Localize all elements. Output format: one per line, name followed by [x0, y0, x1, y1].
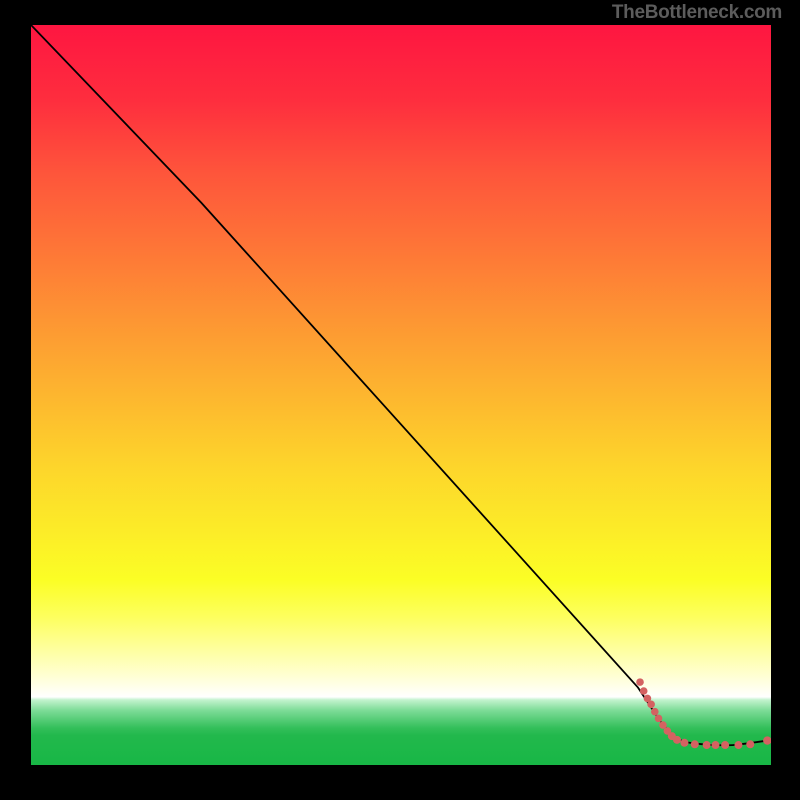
- gradient-background: [31, 25, 771, 765]
- data-marker: [703, 741, 711, 749]
- data-marker: [647, 701, 655, 709]
- data-marker: [673, 736, 681, 744]
- data-marker: [746, 740, 754, 748]
- data-marker: [691, 740, 699, 748]
- data-marker: [734, 741, 742, 749]
- data-marker: [680, 739, 688, 747]
- bottleneck-chart: [31, 25, 771, 765]
- data-marker: [651, 708, 659, 716]
- data-marker: [636, 678, 644, 686]
- data-marker: [712, 741, 720, 749]
- data-marker: [640, 687, 648, 695]
- data-marker: [721, 741, 729, 749]
- attribution-label: TheBottleneck.com: [612, 2, 782, 24]
- chart-container: TheBottleneck.com: [0, 0, 800, 800]
- data-marker: [655, 715, 663, 723]
